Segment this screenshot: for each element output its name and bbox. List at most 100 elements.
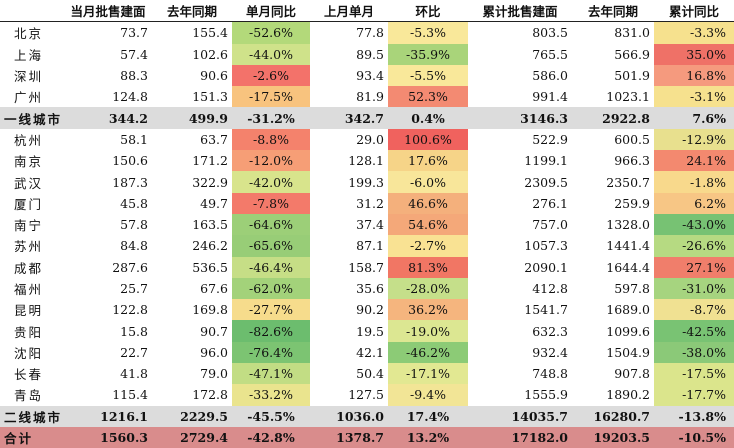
cell-monthly-yoy: -62.0% [232, 277, 310, 300]
cell-cumulative-yoy: -31.0% [654, 277, 734, 300]
cell-last-month: 90.2 [356, 302, 384, 318]
header-cumulative-area: 累计批售建面 [468, 0, 572, 23]
cell-last-year: 90.7 [200, 323, 228, 339]
cell-city: 南宁 [14, 218, 44, 234]
cell-mom: -46.2% [388, 341, 468, 364]
cell-monthly-yoy: -65.6% [232, 235, 310, 257]
cell-mom: -5.3% [388, 21, 468, 44]
table-row: 苏州 84.8 246.2 -65.6% 87.1 -2.7% 1057.3 1441.4 -2… [0, 235, 734, 257]
cell-last-month: 89.5 [356, 46, 384, 62]
cell-cumulative-last-year: 831.0 [614, 25, 650, 41]
cell-cumulative-last-year: 566.9 [614, 46, 650, 62]
cell-city: 合计 [0, 426, 64, 448]
cell-monthly-area: 150.6 [112, 153, 148, 169]
cell-mom: -19.0% [388, 320, 468, 342]
cell-monthly-area: 22.7 [120, 344, 148, 360]
cell-monthly-area: 57.4 [120, 46, 148, 62]
cell-monthly-area: 84.8 [120, 238, 148, 254]
cell-last-year: 63.7 [200, 131, 228, 147]
cell-last-year: 169.8 [192, 302, 228, 318]
table-row: 广州 124.8 151.3 -17.5% 81.9 52.3% 991.4 1023.1 -3… [0, 86, 734, 108]
cell-cumulative-area: 522.9 [532, 131, 568, 147]
cell-city: 贵阳 [14, 324, 44, 340]
table-row: 北京 73.7 155.4 -52.6% 77.8 -5.3% 803.5 831.0 -3.3… [0, 21, 734, 44]
header-mom: 环比 [388, 0, 468, 23]
table-body: 北京 73.7 155.4 -52.6% 77.8 -5.3% 803.5 831.0 -3.3… [0, 21, 734, 448]
cell-last-year: 49.7 [200, 195, 228, 211]
cell-cumulative-yoy: -42.5% [654, 320, 734, 342]
cell-last-year: 536.5 [192, 259, 228, 275]
cell-last-month: 42.1 [356, 344, 384, 360]
cell-last-month: 87.1 [356, 238, 384, 254]
cell-cumulative-yoy: -13.8% [654, 405, 734, 427]
cell-monthly-yoy: -27.7% [232, 299, 310, 321]
subtotal-row: 一线城市 344.2 499.9 -31.2% 342.7 0.4% 3146.3 2922.… [0, 107, 734, 129]
table-row: 厦门 45.8 49.7 -7.8% 31.2 46.6% 276.1 259.9 6.2% [0, 192, 734, 214]
cell-last-year: 90.6 [200, 68, 228, 84]
cell-cumulative-last-year: 2350.7 [606, 174, 650, 190]
cell-cumulative-area: 1199.1 [524, 153, 568, 169]
cell-cumulative-last-year: 966.3 [614, 153, 650, 169]
cell-monthly-yoy: -31.2% [232, 107, 310, 129]
cell-last-year: 172.8 [192, 387, 228, 403]
cell-cumulative-area: 412.8 [532, 281, 568, 296]
cell-cumulative-area: 1057.3 [524, 238, 568, 254]
cell-cumulative-last-year: 1890.2 [606, 387, 650, 403]
cell-monthly-area: 122.8 [112, 302, 148, 318]
cell-mom: 52.3% [388, 86, 468, 108]
cell-cumulative-yoy: -3.3% [654, 21, 734, 44]
cell-monthly-yoy: -46.4% [232, 256, 310, 278]
cell-monthly-yoy: -44.0% [232, 43, 310, 65]
cell-cumulative-last-year: 1504.9 [606, 344, 650, 360]
cell-cumulative-yoy: -8.7% [654, 299, 734, 321]
header-cumulative-yoy: 累计同比 [654, 0, 734, 23]
cell-last-year: 2229.5 [152, 405, 232, 427]
cell-cumulative-yoy: 7.6% [654, 107, 734, 129]
cell-mom: 17.4% [388, 405, 468, 427]
header-row: 当月批售建面 去年同期 单月同比 上月单月 环比 累计批售建面 去年同期 累计同… [0, 0, 734, 23]
cell-cumulative-yoy: -12.9% [654, 128, 734, 151]
cell-cumulative-area: 803.5 [532, 25, 568, 41]
cell-cumulative-area: 3146.3 [468, 107, 572, 129]
cell-city: 二线城市 [0, 405, 64, 427]
cell-last-month: 37.4 [356, 217, 384, 233]
cell-monthly-yoy: -17.5% [232, 86, 310, 108]
cell-cumulative-yoy: -17.5% [654, 363, 734, 385]
cell-monthly-area: 124.8 [112, 89, 148, 105]
subtotal-row: 二线城市 1216.1 2229.5 -45.5% 1036.0 17.4% 14035.7… [0, 405, 734, 427]
header-monthly-yoy: 单月同比 [232, 0, 310, 23]
total-row: 合计 1560.3 2729.4 -42.8% 1378.7 13.2% 17182.0 19… [0, 426, 734, 448]
cell-cumulative-yoy: -10.5% [654, 426, 734, 448]
cell-last-month: 127.5 [348, 387, 384, 403]
cell-cumulative-last-year: 501.9 [614, 68, 650, 84]
cell-cumulative-area: 2309.5 [524, 174, 568, 190]
cell-mom: 36.2% [388, 299, 468, 321]
cell-last-year: 79.0 [200, 366, 228, 382]
cell-monthly-yoy: -45.5% [232, 405, 310, 427]
cell-city: 福州 [14, 282, 44, 297]
cell-city: 深圳 [14, 69, 44, 85]
cell-cumulative-last-year: 19203.5 [572, 426, 654, 448]
cell-city: 杭州 [14, 132, 44, 148]
cell-last-year: 171.2 [192, 153, 228, 169]
header-last-year: 去年同期 [152, 0, 232, 23]
cell-cumulative-area: 1541.7 [524, 302, 568, 318]
table-row: 昆明 122.8 169.8 -27.7% 90.2 36.2% 1541.7 1689.0-… [0, 299, 734, 321]
cell-last-year: 2729.4 [152, 426, 232, 448]
cell-mom: -6.0% [388, 171, 468, 193]
cell-cumulative-last-year: 2922.8 [572, 107, 654, 129]
cell-mom: 0.4% [388, 107, 468, 129]
cell-cumulative-last-year: 907.8 [614, 366, 650, 382]
cell-city: 沈阳 [14, 345, 44, 361]
cell-cumulative-yoy: -17.7% [654, 384, 734, 406]
cell-cumulative-last-year: 1328.0 [606, 217, 650, 233]
cell-monthly-yoy: -33.2% [232, 384, 310, 406]
cell-mom: -9.4% [388, 384, 468, 406]
table-row: 杭州 58.1 63.7 -8.8% 29.0 100.6% 522.9 600.5 -12.9… [0, 128, 734, 151]
cell-cumulative-yoy: -26.6% [654, 235, 734, 257]
cell-mom: -35.9% [388, 43, 468, 65]
cell-monthly-area: 58.1 [120, 131, 148, 147]
table-row: 贵阳 15.8 90.7 -82.6% 19.5 -19.0% 632.3 1099.6 -42… [0, 320, 734, 342]
cell-cumulative-last-year: 597.8 [614, 281, 650, 296]
cell-last-month: 35.6 [356, 281, 384, 296]
